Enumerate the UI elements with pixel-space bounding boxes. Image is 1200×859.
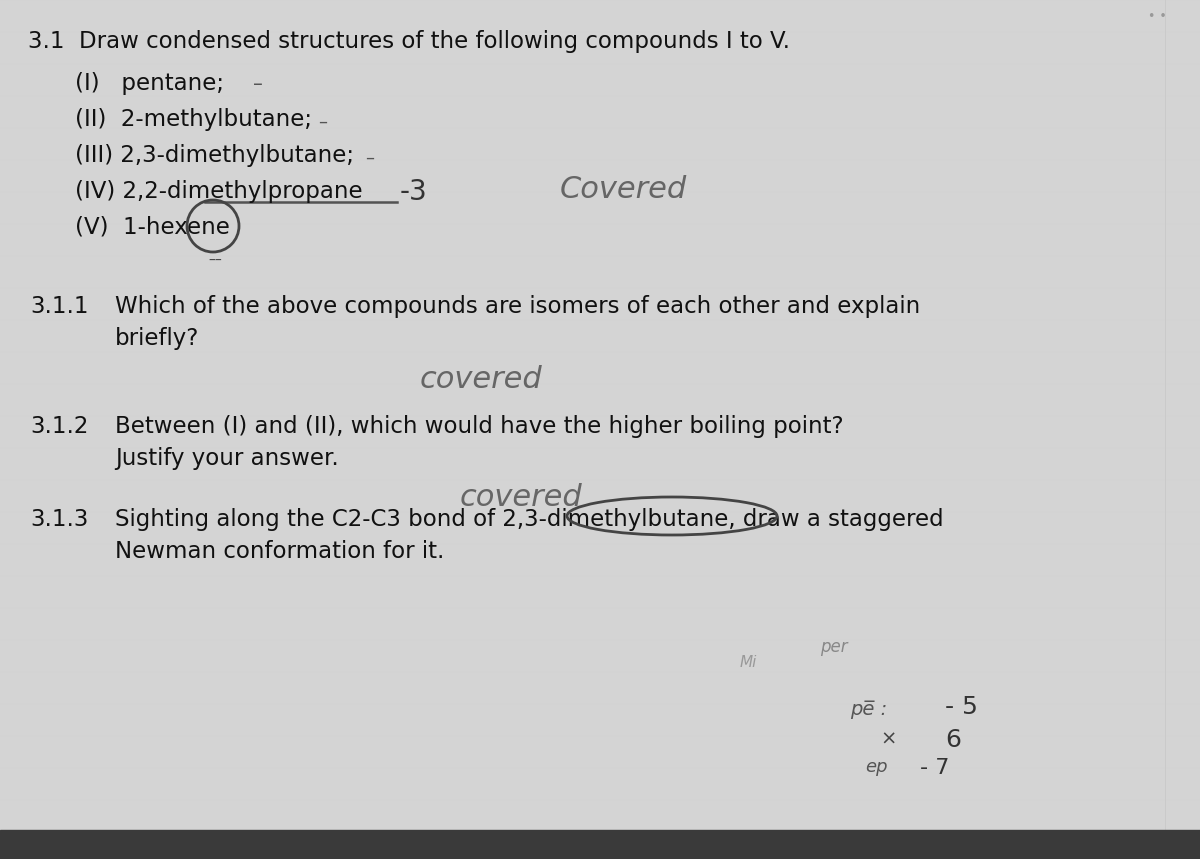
Text: briefly?: briefly? (115, 327, 199, 350)
Text: –: – (318, 113, 326, 131)
Text: Sighting along the C2-C3 bond of 2,3-dimethylbutane, draw a staggered: Sighting along the C2-C3 bond of 2,3-dim… (115, 508, 943, 531)
Text: covered: covered (460, 483, 583, 512)
Text: ––: –– (208, 254, 222, 268)
Text: Newman conformation for it.: Newman conformation for it. (115, 540, 444, 563)
Text: per: per (820, 638, 847, 656)
Text: Covered: Covered (560, 175, 688, 204)
Text: - 7: - 7 (920, 758, 949, 778)
Text: ×: × (880, 730, 896, 749)
Text: (IV) 2,2-dimethylpropane: (IV) 2,2-dimethylpropane (74, 180, 362, 203)
Text: (I)   pentane;: (I) pentane; (74, 72, 224, 95)
Text: ep: ep (865, 758, 888, 776)
Text: -3: -3 (400, 178, 427, 206)
Text: 3.1.1: 3.1.1 (30, 295, 89, 318)
Text: pe̅ :: pe̅ : (850, 700, 887, 719)
Text: Which of the above compounds are isomers of each other and explain: Which of the above compounds are isomers… (115, 295, 920, 318)
Text: • •: • • (1148, 10, 1166, 23)
Text: Mi: Mi (740, 655, 757, 670)
Text: Between (I) and (II), which would have the higher boiling point?: Between (I) and (II), which would have t… (115, 415, 844, 438)
Text: (III) 2,3-dimethylbutane;: (III) 2,3-dimethylbutane; (74, 144, 354, 167)
Text: 6: 6 (946, 728, 961, 752)
Text: - 5: - 5 (946, 695, 978, 719)
Text: (V)  1-hexene: (V) 1-hexene (74, 216, 230, 239)
Text: 3.1.3: 3.1.3 (30, 508, 89, 531)
Text: 3.1  Draw condensed structures of the following compounds I to V.: 3.1 Draw condensed structures of the fol… (28, 30, 790, 53)
Text: –: – (365, 149, 374, 167)
Text: 3.1.2: 3.1.2 (30, 415, 89, 438)
Text: –: – (253, 75, 263, 94)
Text: covered: covered (420, 365, 542, 394)
Bar (0, 830, 1200, 859)
Text: (II)  2-methylbutane;: (II) 2-methylbutane; (74, 108, 312, 131)
Text: Justify your answer.: Justify your answer. (115, 447, 338, 470)
